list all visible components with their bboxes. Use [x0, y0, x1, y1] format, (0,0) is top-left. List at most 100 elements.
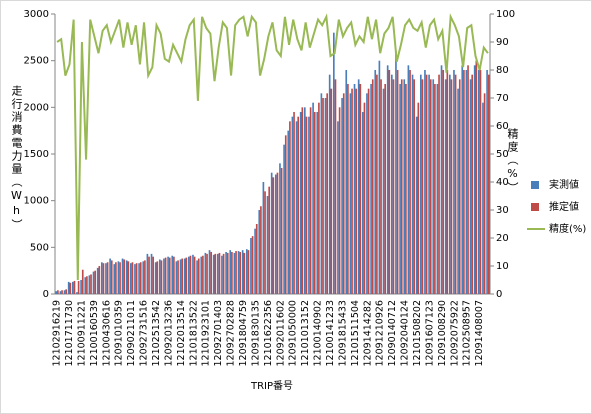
x-tick-label: 12092731516	[139, 300, 150, 367]
bar	[382, 88, 385, 295]
bar	[289, 121, 291, 294]
bar	[100, 262, 103, 294]
bar	[204, 252, 207, 294]
bar	[434, 84, 436, 294]
bar	[324, 98, 327, 294]
bar	[218, 252, 221, 294]
bar	[283, 144, 285, 294]
bar	[376, 74, 378, 295]
bar	[384, 84, 387, 294]
x-tick-label: 12091050000	[288, 300, 299, 367]
bar	[270, 172, 273, 294]
bar	[432, 79, 435, 294]
bar	[469, 79, 472, 294]
bar	[158, 259, 161, 294]
x-tick-label: 12091414282	[362, 300, 373, 367]
bar	[264, 191, 266, 294]
bar	[92, 271, 95, 294]
bar	[216, 253, 219, 294]
bar	[471, 74, 474, 295]
bar	[351, 88, 353, 295]
x-tick-label: 12091008290	[437, 300, 448, 367]
bar	[482, 102, 484, 295]
bar	[353, 84, 356, 294]
x-tick-label: 12091830135	[250, 300, 261, 367]
bar	[222, 253, 225, 294]
bar	[338, 107, 341, 294]
bar	[465, 70, 468, 294]
bar	[197, 258, 200, 294]
bar	[390, 74, 393, 295]
x-tick-label: 12091815433	[337, 300, 348, 367]
bar	[407, 65, 410, 294]
x-tick-label: 12092011602	[275, 300, 286, 367]
bar	[305, 116, 308, 295]
bar	[467, 65, 469, 294]
y-tick-label: 2000	[24, 102, 49, 113]
bar	[185, 257, 188, 294]
bar	[258, 210, 261, 294]
bar	[442, 70, 445, 294]
bar	[239, 252, 242, 294]
bar	[274, 174, 277, 294]
bar	[320, 93, 323, 294]
bar	[438, 74, 440, 295]
bar	[123, 259, 126, 294]
bar	[243, 252, 246, 294]
x-tick-label: 12091210926	[375, 300, 386, 367]
y2-axis-title: 精度（%）	[506, 128, 519, 195]
bar	[80, 280, 82, 294]
bar	[235, 251, 237, 294]
x-tick-label: 12101711730	[64, 300, 75, 367]
bar	[200, 256, 203, 294]
bar	[357, 79, 360, 294]
legend-swatch	[531, 181, 539, 189]
bar	[444, 79, 447, 294]
bar	[262, 182, 265, 294]
y2-tick-label: 40	[496, 177, 509, 188]
bar	[457, 88, 459, 295]
x-tick-label: 12101923101	[201, 300, 212, 367]
bar	[297, 116, 300, 295]
bar	[483, 93, 486, 294]
bar	[255, 224, 258, 294]
bar	[266, 196, 269, 294]
bar	[233, 252, 236, 294]
bar	[105, 263, 107, 294]
y2-tick-label: 100	[496, 9, 515, 20]
bar	[225, 252, 227, 294]
bar	[187, 256, 190, 294]
bar	[411, 74, 414, 295]
bar	[328, 74, 331, 295]
y-tick-label: 3000	[24, 9, 49, 20]
bar	[276, 172, 279, 294]
bar	[421, 79, 424, 294]
y-tick-label: 0	[43, 289, 49, 300]
bar	[454, 74, 457, 295]
bar	[475, 60, 478, 294]
y2-tick-label: 90	[496, 37, 509, 48]
bar	[221, 255, 223, 294]
x-tick-label: 12100430616	[101, 300, 112, 367]
x-tick-label: 12101013152	[300, 300, 311, 367]
x-tick-label: 12091408007	[474, 300, 485, 367]
bar	[477, 70, 480, 294]
bar	[347, 84, 349, 294]
bar	[81, 269, 84, 294]
bar	[119, 262, 121, 294]
bar	[312, 102, 314, 295]
bar	[110, 260, 113, 294]
bar	[299, 112, 302, 294]
bar	[77, 280, 80, 294]
bar	[463, 70, 465, 294]
bar	[117, 261, 120, 294]
bar	[229, 250, 232, 294]
bar	[196, 260, 198, 294]
bar	[163, 258, 165, 294]
bar	[367, 88, 370, 295]
y2-tick-label: 30	[496, 205, 509, 216]
bar	[181, 258, 184, 294]
x-tick-label: 12100160539	[89, 300, 100, 367]
x-tick-label: 12092040124	[400, 300, 411, 367]
bar	[316, 112, 319, 294]
